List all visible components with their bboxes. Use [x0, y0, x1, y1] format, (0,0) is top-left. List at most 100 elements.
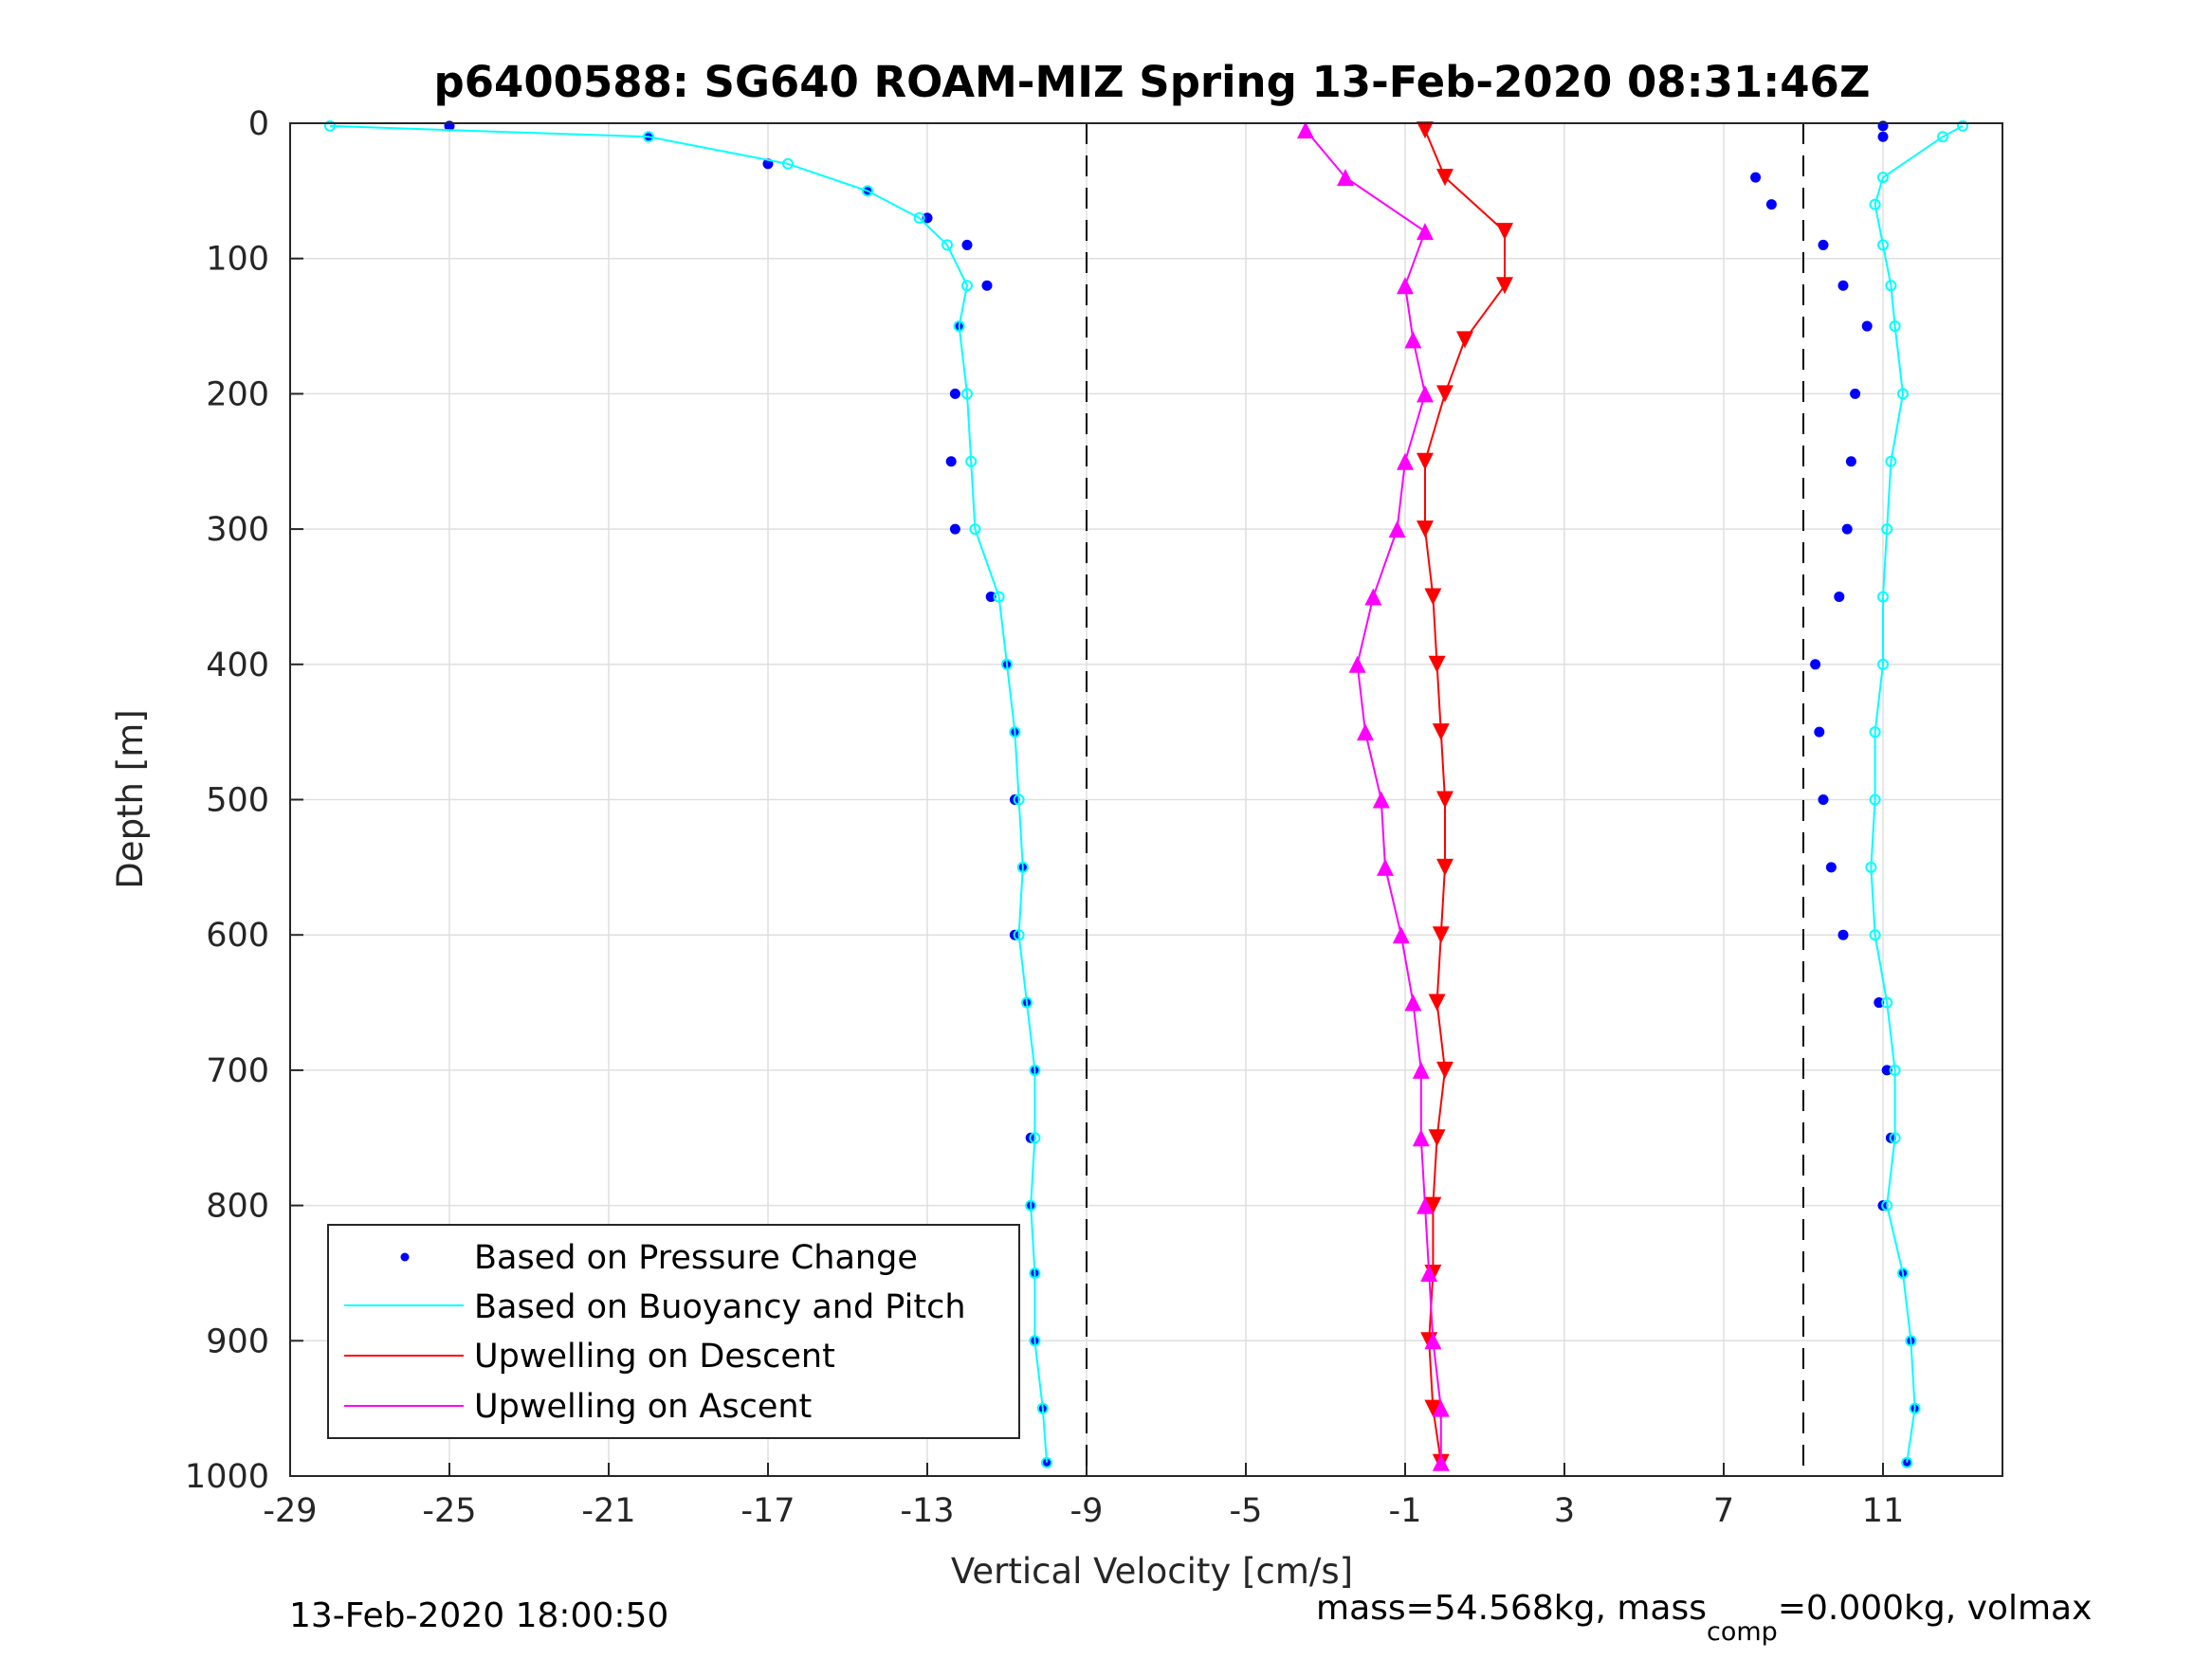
- data-point: [1428, 655, 1446, 673]
- legend-box: [327, 1224, 1020, 1439]
- data-point: [1357, 723, 1374, 741]
- data-point: [1404, 331, 1422, 349]
- y-tick-label: 700: [206, 1052, 269, 1090]
- data-point: [1424, 588, 1442, 606]
- data-point: [1869, 793, 1881, 806]
- data-point: [961, 239, 973, 250]
- x-tick-label: 11: [1862, 1492, 1905, 1530]
- data-point: [1765, 199, 1777, 210]
- y-tick-label: 900: [206, 1322, 269, 1360]
- data-point: [1432, 926, 1450, 944]
- data-point: [1889, 1132, 1901, 1144]
- data-point: [1009, 726, 1021, 738]
- data-point: [961, 388, 973, 400]
- data-point: [1397, 452, 1414, 470]
- series-line: [329, 124, 1048, 1463]
- data-point: [1417, 223, 1434, 241]
- legend-label-pressure: Based on Pressure Change: [474, 1239, 918, 1277]
- data-point: [1850, 388, 1861, 399]
- series-line: [1870, 125, 1964, 1463]
- data-point: [1417, 121, 1434, 139]
- data-point: [1016, 861, 1029, 873]
- data-point: [949, 388, 960, 399]
- data-point: [1348, 655, 1366, 673]
- data-point: [1877, 239, 1889, 251]
- data-point: [1937, 131, 1948, 143]
- data-point: [1424, 1332, 1442, 1350]
- legend-label-descent: Upwelling on Descent: [474, 1338, 835, 1376]
- data-point: [1424, 1399, 1442, 1417]
- data-point: [1909, 1402, 1921, 1414]
- data-point: [1432, 1453, 1450, 1471]
- data-point: [1029, 1267, 1041, 1279]
- data-point: [1029, 1132, 1041, 1144]
- footer-mass-sub: comp: [1707, 1617, 1778, 1647]
- data-point: [1041, 1457, 1052, 1468]
- data-point: [1901, 1457, 1912, 1468]
- x-tick-label: 7: [1713, 1492, 1734, 1530]
- data-point: [1420, 1264, 1438, 1282]
- legend: Based on Pressure Change Based on Buoyan…: [327, 1224, 1020, 1439]
- data-point: [1877, 172, 1889, 184]
- data-point: [1750, 172, 1762, 183]
- data-point: [1837, 280, 1849, 291]
- data-point: [1392, 926, 1410, 944]
- data-point: [953, 320, 965, 333]
- data-point: [1436, 169, 1453, 187]
- series-line: [1305, 129, 1442, 1463]
- x-tick-label: 3: [1554, 1492, 1575, 1530]
- x-tick-label: -17: [740, 1492, 795, 1530]
- data-point: [1818, 239, 1829, 250]
- data-point: [1869, 198, 1881, 210]
- data-point: [1417, 385, 1434, 403]
- data-point: [1865, 861, 1877, 873]
- series-group: [1750, 120, 1921, 1468]
- data-point: [1877, 131, 1889, 142]
- data-point: [1905, 1335, 1917, 1347]
- legend-label-buoyancy: Based on Buoyancy and Pitch: [474, 1288, 966, 1326]
- y-tick-label: 200: [206, 375, 269, 413]
- data-point: [993, 591, 1005, 603]
- x-tick-label: -5: [1230, 1492, 1263, 1530]
- data-point: [1869, 726, 1881, 738]
- data-point: [1436, 791, 1453, 809]
- data-point: [1496, 277, 1513, 295]
- data-point: [1889, 320, 1901, 333]
- data-point: [1397, 277, 1414, 295]
- data-point: [1388, 520, 1406, 538]
- data-point: [981, 280, 993, 291]
- data-point: [862, 185, 873, 197]
- data-point: [1889, 1064, 1901, 1076]
- data-point: [1436, 858, 1453, 876]
- data-point: [1013, 929, 1025, 941]
- series-group: [324, 119, 1052, 1468]
- data-point: [913, 211, 925, 224]
- chart-title: p6400588: SG640 ROAM-MIZ Spring 13-Feb-2…: [434, 57, 1871, 107]
- legend-label-ascent: Upwelling on Ascent: [474, 1388, 812, 1426]
- data-point: [1436, 385, 1453, 403]
- data-point: [1897, 388, 1909, 400]
- data-point: [1881, 1199, 1893, 1212]
- data-point: [945, 456, 957, 467]
- data-point: [1881, 1065, 1892, 1076]
- data-point: [782, 157, 794, 170]
- footer-mass-suffix: =0.000kg, volmax: [1778, 1589, 2093, 1628]
- footer-mass-prefix: mass=54.568kg, mass: [1316, 1589, 1707, 1628]
- data-point: [941, 239, 953, 251]
- data-point: [1036, 1402, 1049, 1414]
- data-point: [1029, 1335, 1041, 1347]
- data-point: [1377, 858, 1394, 876]
- data-point: [1837, 929, 1849, 940]
- data-point: [985, 591, 996, 602]
- series-group: [1297, 121, 1450, 1471]
- series-line: [1424, 129, 1506, 1463]
- data-point: [1877, 658, 1889, 670]
- data-point: [1874, 997, 1885, 1009]
- data-point: [643, 131, 654, 143]
- data-point: [1412, 1129, 1430, 1147]
- y-tick-label: 800: [206, 1188, 269, 1226]
- data-point: [922, 212, 933, 224]
- data-point: [1001, 658, 1013, 670]
- data-point: [1428, 994, 1446, 1012]
